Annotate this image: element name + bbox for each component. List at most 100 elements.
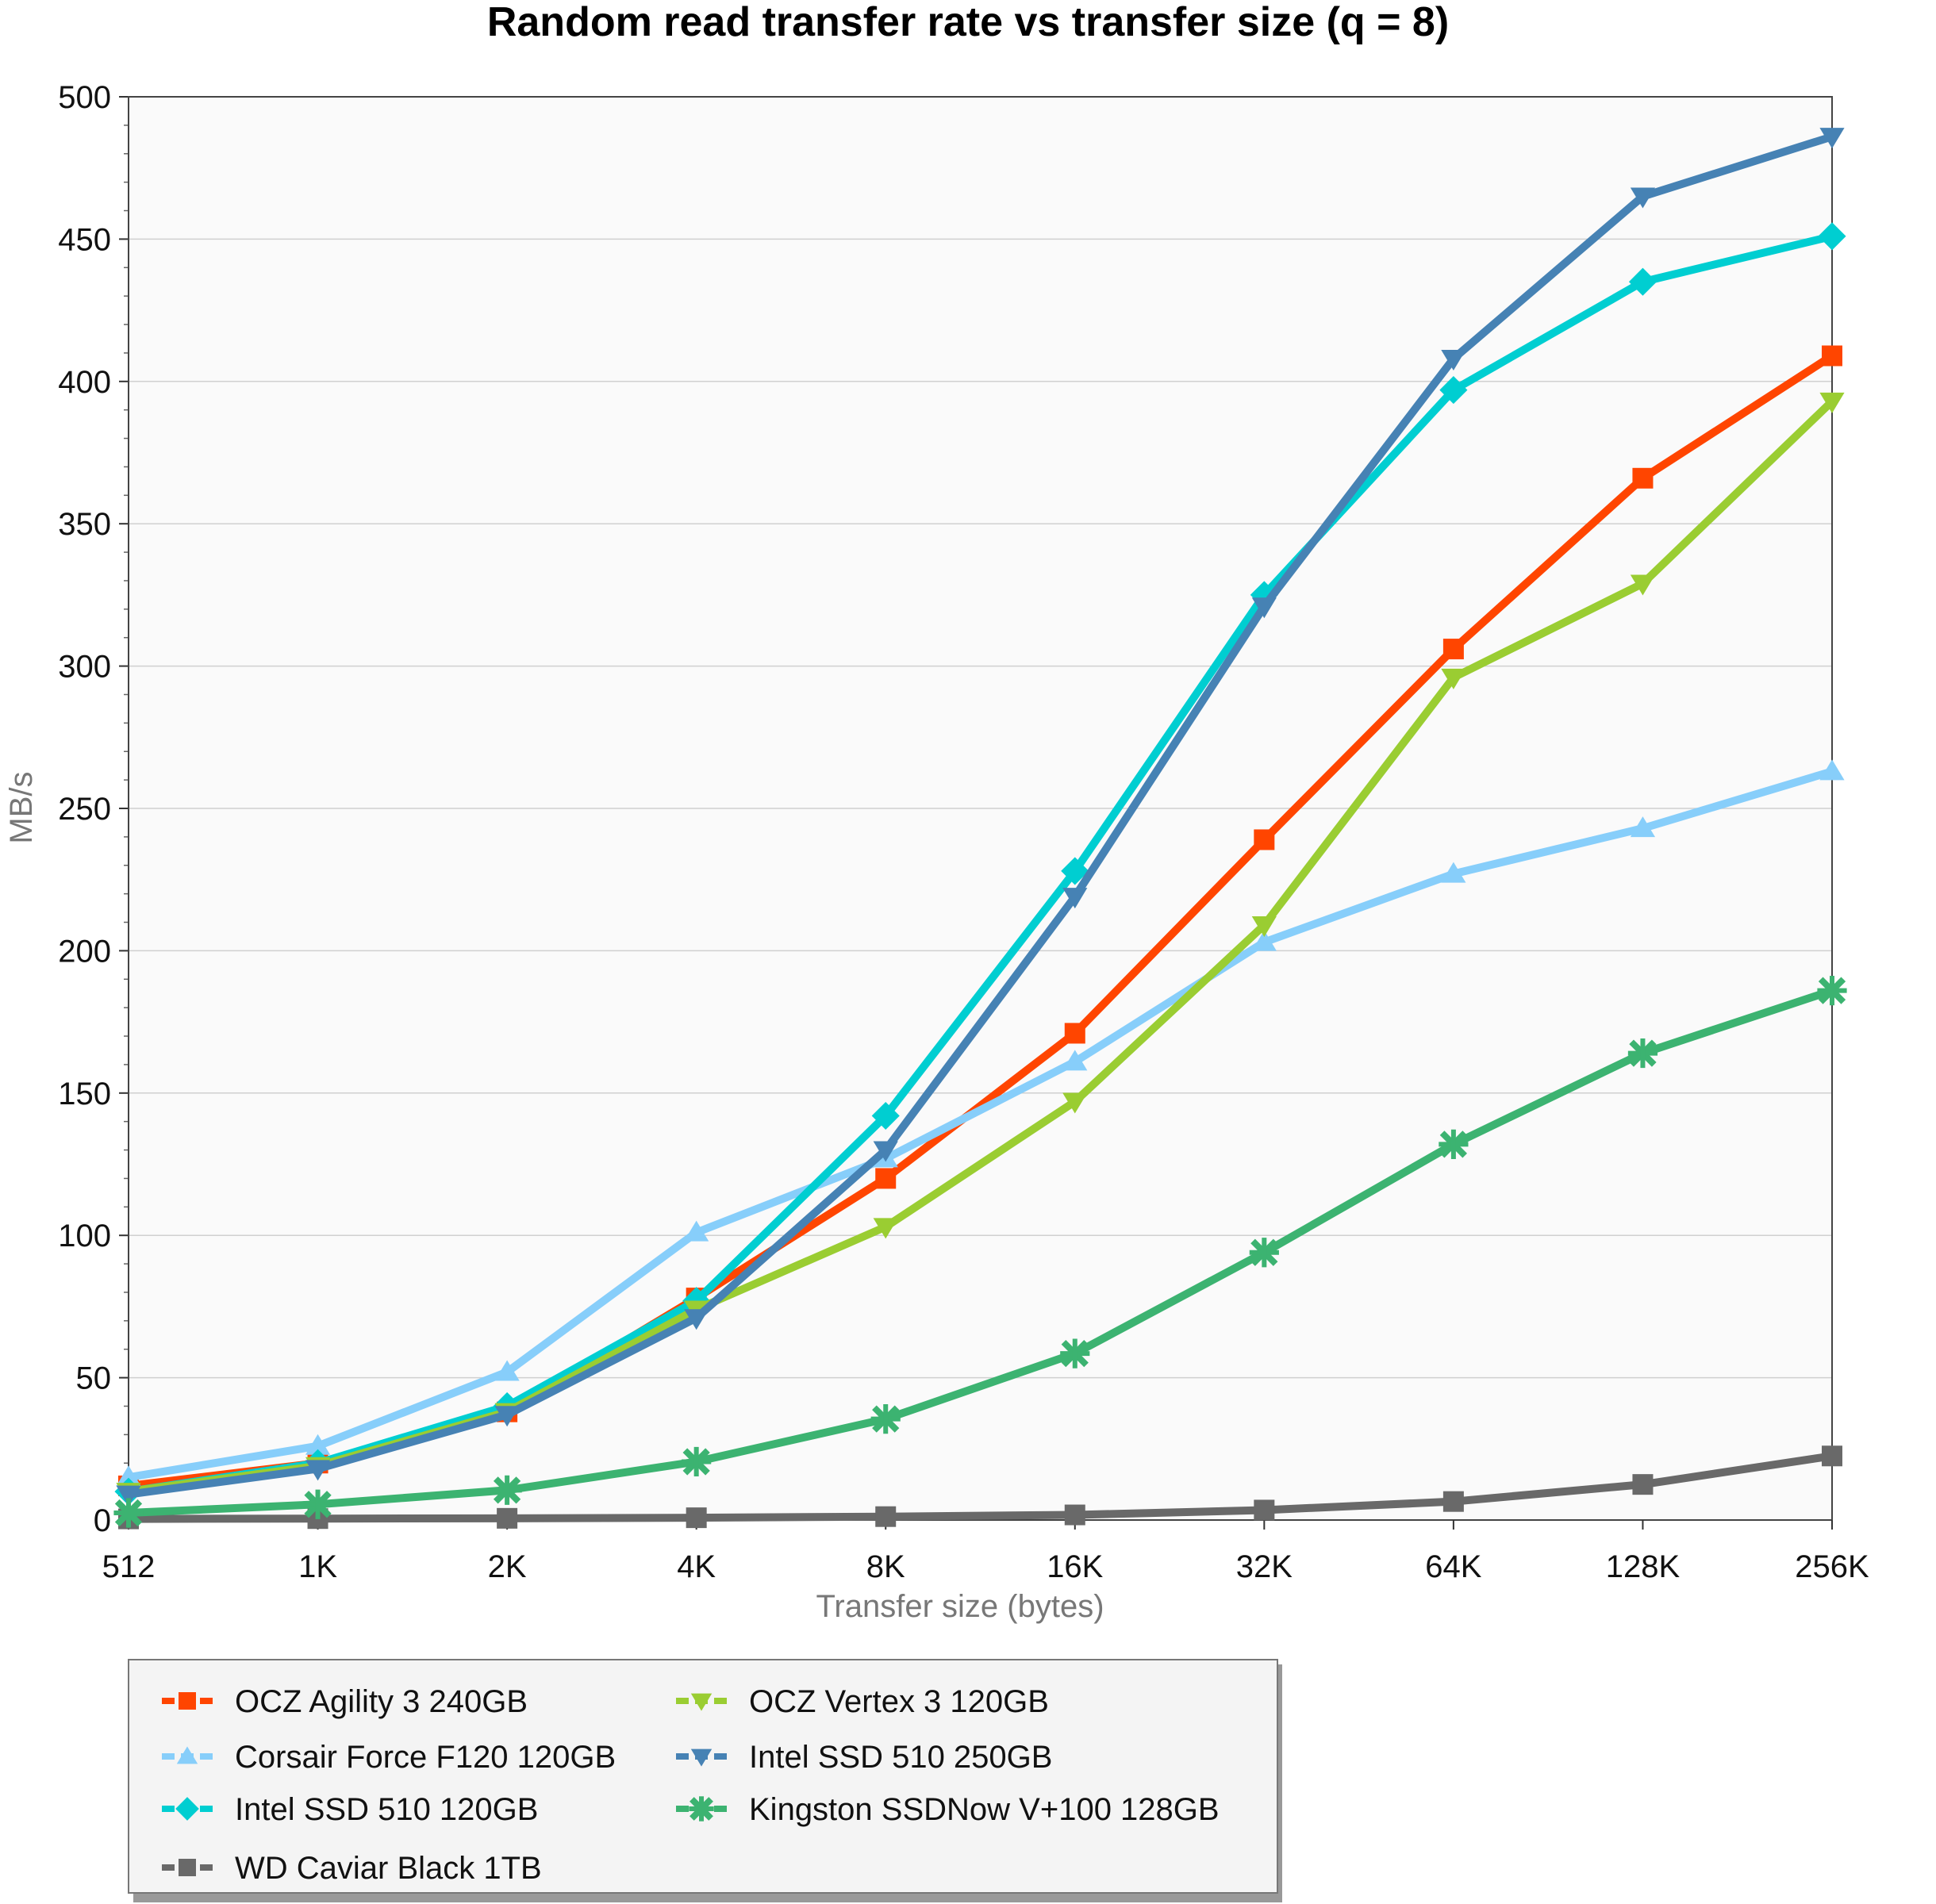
data-point	[1439, 376, 1468, 405]
data-point	[875, 1506, 897, 1527]
y-tick-label: 500	[58, 80, 111, 115]
y-tick-label: 150	[58, 1077, 111, 1111]
data-point	[1632, 1474, 1654, 1495]
y-axis-title: MB/s	[4, 771, 39, 843]
data-point	[1630, 187, 1656, 209]
data-point	[494, 1360, 520, 1381]
series-line	[125, 132, 1836, 1499]
data-point	[1061, 857, 1089, 885]
y-tick-label: 0	[94, 1503, 111, 1538]
data-point	[875, 1168, 897, 1189]
data-point	[1819, 392, 1845, 413]
axes: 0 50 100 150 200 250 300 350 400 450 500 512 1K 2K 4K 8…	[58, 80, 1869, 1584]
data-point	[1632, 467, 1654, 489]
data-point	[1442, 639, 1464, 660]
legend-label: WD Caviar Black 1TB	[235, 1851, 542, 1886]
x-tick-label: 64K	[1425, 1549, 1481, 1584]
y-tick-label: 350	[58, 507, 111, 542]
data-point	[1251, 597, 1277, 619]
x-tick-label: 128K	[1606, 1549, 1681, 1584]
legend-label: Intel SSD 510 120GB	[235, 1792, 538, 1827]
y-tick-label: 50	[76, 1361, 112, 1396]
data-point	[1441, 668, 1466, 689]
x-tick-label: 2K	[488, 1549, 527, 1584]
legend-item: OCZ Vertex 3 120GB	[676, 1684, 1049, 1719]
plot-border	[128, 96, 1833, 1521]
data-point	[1817, 976, 1847, 1006]
y-tick-label: 300	[58, 650, 111, 685]
series-layer	[113, 128, 1847, 1530]
data-point	[494, 1406, 520, 1427]
data-point	[302, 1489, 333, 1519]
chart-title: Random read transfer rate vs transfer si…	[487, 0, 1449, 45]
series-line	[125, 1452, 1836, 1523]
data-point	[686, 1507, 707, 1529]
data-point	[305, 1460, 331, 1481]
data-point	[1630, 816, 1656, 838]
data-point	[684, 1309, 709, 1330]
series-6	[113, 976, 1847, 1528]
legend-marker	[690, 1749, 713, 1767]
data-point	[1822, 345, 1842, 367]
legend-item: WD Caviar Black 1TB	[162, 1851, 542, 1886]
x-tick-label: 16K	[1047, 1549, 1103, 1584]
x-tick-label: 1K	[298, 1549, 337, 1584]
data-point	[305, 1434, 331, 1455]
legend-marker	[176, 1746, 198, 1764]
legend-item: Intel SSD 510 250GB	[676, 1740, 1052, 1775]
legend-label: Intel SSD 510 250GB	[749, 1740, 1052, 1775]
data-point	[1630, 574, 1656, 596]
series-1	[116, 759, 1845, 1487]
legend-label: Corsair Force F120 120GB	[235, 1740, 616, 1775]
data-point	[1822, 1445, 1842, 1467]
data-point	[1254, 829, 1275, 850]
y-tick-label: 200	[58, 934, 111, 969]
y-tick-label: 250	[58, 792, 111, 827]
series-3	[118, 1445, 1842, 1530]
legend-item: OCZ Agility 3 240GB	[162, 1684, 528, 1719]
series-line	[125, 986, 1836, 1518]
y-tick-label: 400	[58, 365, 111, 400]
legend-marker	[179, 1859, 196, 1876]
data-point	[1819, 128, 1845, 149]
x-tick-label: 512	[102, 1549, 156, 1584]
data-point	[1818, 222, 1846, 251]
data-point	[492, 1475, 522, 1505]
data-point	[1439, 1129, 1469, 1159]
grid-lines	[129, 96, 1832, 1379]
x-tick-label: 32K	[1236, 1549, 1293, 1584]
legend-label: OCZ Agility 3 240GB	[235, 1684, 528, 1719]
data-point	[1062, 888, 1088, 909]
data-point	[1441, 350, 1466, 371]
legend-marker	[179, 1692, 196, 1710]
data-point	[1442, 1491, 1464, 1512]
legend-item: Corsair Force F120 120GB	[162, 1740, 616, 1775]
data-point	[1251, 916, 1277, 938]
data-point	[684, 1220, 709, 1242]
data-point	[1251, 930, 1277, 951]
x-tick-label: 4K	[677, 1549, 716, 1584]
legend: OCZ Agility 3 240GB Corsair Force F120 12…	[128, 1659, 1282, 1902]
series-line	[125, 767, 1836, 1482]
series-line	[125, 232, 1836, 1496]
data-point	[1627, 1038, 1658, 1069]
legend-item: Kingston SSDNow V+100 128GB	[676, 1792, 1220, 1827]
data-point	[873, 1218, 898, 1239]
legend-label: OCZ Vertex 3 120GB	[749, 1684, 1049, 1719]
data-point	[497, 1507, 518, 1529]
data-point	[116, 1485, 141, 1507]
data-point	[682, 1446, 712, 1477]
x-axis-title: Transfer size (bytes)	[816, 1589, 1104, 1624]
data-point	[116, 1465, 141, 1487]
data-point	[1064, 1023, 1085, 1044]
data-point	[873, 1141, 898, 1162]
x-tick-label: 8K	[866, 1549, 905, 1584]
data-point	[1441, 862, 1466, 883]
data-point	[871, 1101, 900, 1130]
data-point	[1819, 759, 1845, 781]
legend-marker	[690, 1693, 713, 1711]
series-5	[116, 128, 1845, 1507]
legend-label: Kingston SSDNow V+100 128GB	[749, 1792, 1220, 1827]
y-tick-label: 100	[58, 1219, 111, 1253]
